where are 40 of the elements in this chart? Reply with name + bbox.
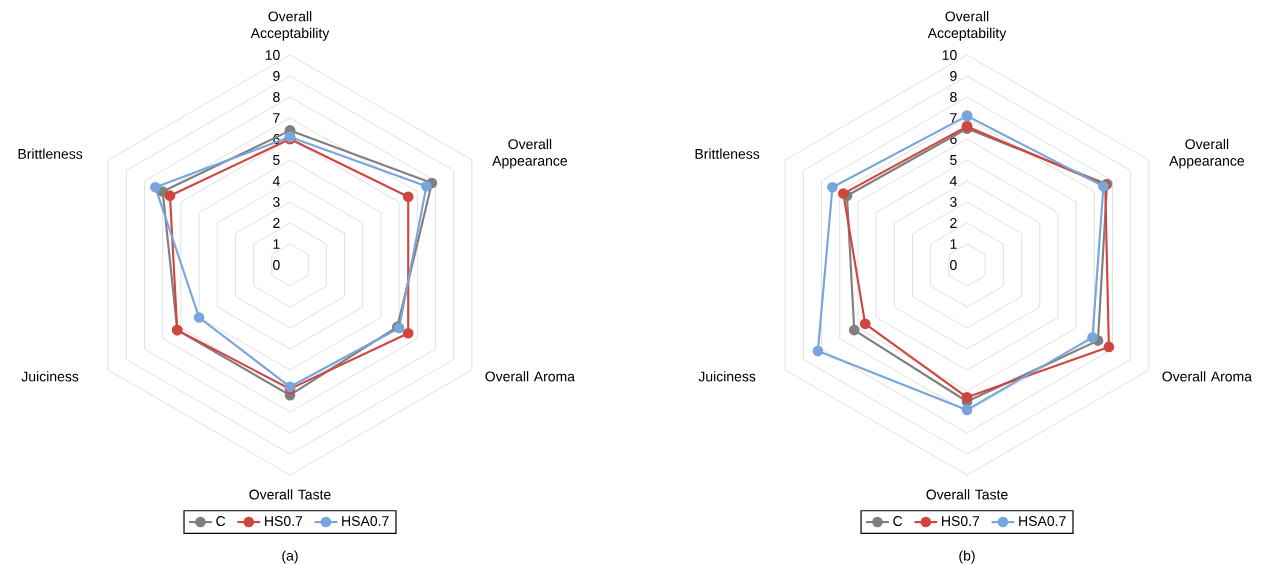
- spoke-label: Overall Appearance: [492, 138, 568, 169]
- legend-label: C: [216, 516, 226, 527]
- y-tick-label: 7: [950, 113, 957, 123]
- spoke-label: Juiciness: [698, 371, 756, 382]
- legend-label: C: [893, 516, 903, 527]
- spoke-label: Overall Taste: [926, 489, 1008, 500]
- legend-label: HS0.7: [942, 516, 980, 527]
- spoke-label: Overall Aroma: [485, 371, 576, 382]
- y-tick-label: 0: [273, 260, 280, 270]
- y-tick-label: 2: [950, 218, 957, 228]
- legend-label: HS0.7: [265, 516, 303, 527]
- y-tick-label: 5: [273, 155, 280, 165]
- y-tick-label: 1: [273, 239, 280, 249]
- y-tick-label: 8: [950, 92, 957, 102]
- y-tick-label: 0: [950, 260, 957, 270]
- spoke-label: Overall Acceptability: [927, 11, 1007, 41]
- y-tick-label: 2: [273, 218, 280, 228]
- y-tick-label: 1: [950, 239, 957, 249]
- spoke-label: Brittleness: [18, 148, 83, 159]
- y-tick-label: 4: [949, 176, 957, 186]
- y-tick-label: 7: [273, 113, 280, 123]
- y-tick-label: 10: [265, 50, 280, 60]
- y-tick-label: 5: [950, 155, 957, 165]
- spoke-label: Overall Appearance: [1169, 138, 1245, 169]
- legend-label: HSA0.7: [342, 516, 389, 527]
- spoke-label: Overall Taste: [249, 489, 331, 500]
- spoke-label: Juiciness: [21, 371, 79, 382]
- y-tick-label: 8: [273, 92, 280, 102]
- spoke-label: Overall Acceptability: [250, 11, 330, 41]
- spoke-label: Brittleness: [695, 148, 760, 159]
- legend-label: HSA0.7: [1019, 516, 1066, 527]
- y-tick-label: 9: [950, 71, 957, 81]
- text: (b): [959, 550, 975, 564]
- y-tick-label: 3: [273, 197, 280, 207]
- y-tick-label: 9: [273, 71, 280, 81]
- spoke-label: Overall Aroma: [1162, 371, 1253, 382]
- text: (a): [282, 550, 298, 564]
- y-tick-label: 4: [272, 176, 280, 186]
- y-tick-label: 10: [942, 50, 957, 60]
- y-tick-label: 3: [950, 197, 957, 207]
